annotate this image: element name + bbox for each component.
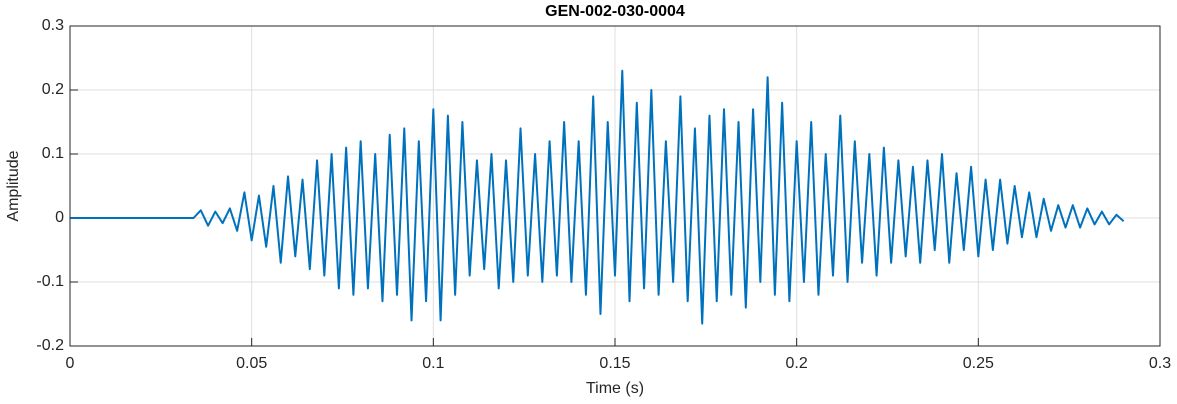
y-tick-label: -0.1 [36, 273, 64, 290]
chart-title: GEN-002-030-0004 [545, 3, 685, 20]
y-tick-label: 0.3 [42, 17, 64, 34]
y-axis-label: Amplitude [5, 150, 22, 221]
x-tick-label: 0.2 [786, 355, 808, 372]
x-axis-label: Time (s) [586, 380, 644, 397]
y-tick-label: 0.2 [42, 81, 64, 98]
y-tick-label: 0 [55, 209, 64, 226]
y-tick-label: -0.2 [36, 337, 64, 354]
plot-frame [69, 25, 1161, 347]
x-tick-label: 0 [66, 355, 75, 372]
y-tick-label: 0.1 [42, 145, 64, 162]
waveform-line [70, 69, 1125, 325]
x-tick-label: 0.3 [1149, 355, 1171, 372]
x-tick-label: 0.15 [599, 355, 630, 372]
x-tick-label: 0.25 [963, 355, 994, 372]
x-tick-label: 0.1 [422, 355, 444, 372]
x-tick-label: 0.05 [236, 355, 267, 372]
